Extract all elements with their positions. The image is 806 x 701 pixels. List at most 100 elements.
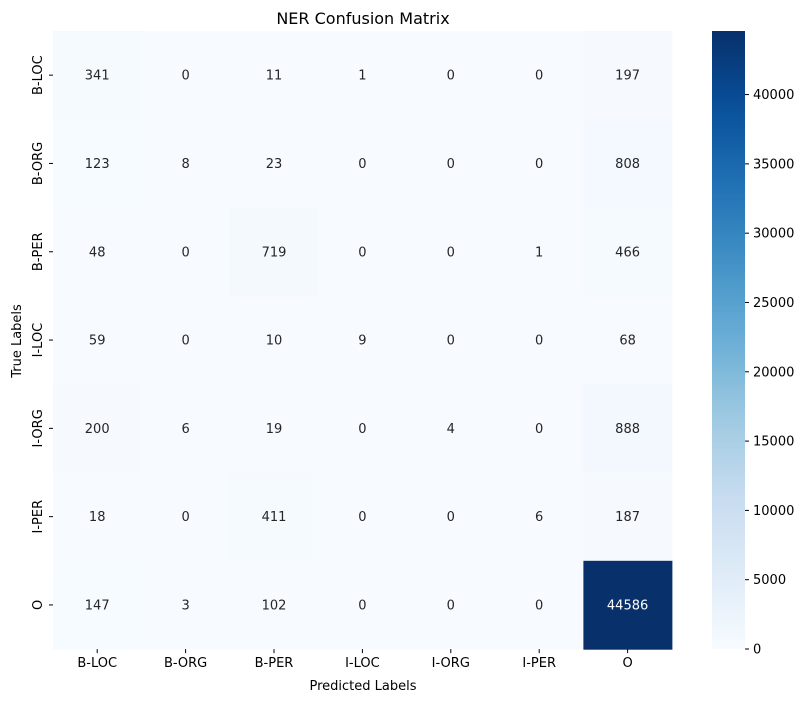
- cell-value-label: 0: [535, 69, 543, 84]
- x-tick-label: B-ORG: [164, 656, 207, 671]
- heatmap-cell: [53, 295, 142, 385]
- heatmap-cell: [53, 207, 142, 297]
- cell-value-label: 0: [447, 157, 455, 172]
- cell-value-label: 0: [181, 334, 189, 349]
- heatmap-cells: [53, 31, 673, 650]
- heatmap-cell: [318, 472, 408, 562]
- cell-value-label: 123: [85, 157, 110, 172]
- colorbar-tick-label: 25000: [753, 296, 794, 311]
- heatmap-cell: [53, 472, 142, 562]
- heatmap-cell: [229, 472, 319, 562]
- heatmap-cell: [141, 119, 231, 209]
- cell-value-label: 1: [358, 69, 366, 84]
- heatmap-cell: [495, 295, 584, 385]
- heatmap-cell: [141, 472, 231, 562]
- colorbar-tick-label: 30000: [753, 227, 794, 242]
- cell-value-label: 0: [358, 422, 366, 437]
- cell-value-label: 0: [358, 510, 366, 525]
- heatmap-cell: [141, 207, 231, 297]
- cell-value-label: 68: [619, 334, 636, 349]
- cell-value-label: 0: [181, 510, 189, 525]
- cell-value-label: 411: [262, 510, 287, 525]
- cell-value-label: 48: [89, 245, 106, 260]
- heatmap-cell: [53, 31, 142, 120]
- cell-value-label: 341: [85, 69, 110, 84]
- cell-value-label: 200: [85, 422, 110, 437]
- chart-title: NER Confusion Matrix: [276, 9, 449, 28]
- cell-value-label: 9: [358, 334, 366, 349]
- heatmap-cell: [318, 384, 408, 474]
- x-tick-label: I-LOC: [345, 656, 380, 671]
- x-tick-label: I-PER: [522, 656, 556, 671]
- colorbar-tick-label: 5000: [753, 573, 786, 588]
- heatmap-cell: [406, 472, 496, 562]
- cell-value-label: 44586: [607, 598, 648, 613]
- heatmap-cell: [53, 119, 142, 209]
- cell-value-label: 147: [85, 598, 110, 613]
- heatmap-cell: [318, 207, 408, 297]
- cell-value-label: 0: [535, 422, 543, 437]
- heatmap-cell: [53, 384, 142, 474]
- colorbar-tick-label: 15000: [753, 435, 794, 450]
- heatmap-cell: [406, 31, 496, 120]
- heatmap-cell: [318, 119, 408, 209]
- cell-value-label: 19: [266, 422, 283, 437]
- cell-value-label: 0: [535, 598, 543, 613]
- cell-value-label: 0: [447, 334, 455, 349]
- colorbar-tick-label: 0: [753, 643, 761, 658]
- cell-value-label: 102: [262, 598, 287, 613]
- colorbar-tick-label: 10000: [753, 504, 794, 519]
- heatmap-cell: [406, 295, 496, 385]
- y-tick-label: B-ORG: [31, 142, 46, 185]
- cell-value-label: 3: [181, 598, 189, 613]
- heatmap-cell: [583, 119, 673, 209]
- y-tick-label: I-LOC: [31, 323, 46, 358]
- heatmap-cell: [495, 384, 584, 474]
- heatmap-cell: [495, 472, 584, 562]
- cell-value-label: 888: [615, 422, 640, 437]
- heatmap-cell: [53, 560, 142, 650]
- heatmap-cell: [495, 119, 584, 209]
- cell-value-label: 18: [89, 510, 106, 525]
- heatmap-cell: [141, 295, 231, 385]
- heatmap-cell: [495, 31, 584, 120]
- cell-value-label: 466: [615, 245, 640, 260]
- y-tick-label: I-PER: [31, 500, 46, 534]
- cell-value-label: 0: [535, 157, 543, 172]
- cell-value-label: 0: [535, 334, 543, 349]
- y-axis-label: True Labels: [10, 304, 25, 379]
- cell-value-label: 0: [358, 245, 366, 260]
- heatmap-cell: [406, 207, 496, 297]
- y-tick-label: I-ORG: [31, 409, 46, 447]
- x-tick-label: B-PER: [255, 656, 294, 671]
- cell-value-label: 197: [615, 69, 640, 84]
- colorbar-gradient: [712, 31, 745, 649]
- heatmap-cell: [229, 295, 319, 385]
- heatmap-cell: [495, 207, 584, 297]
- colorbar: 0 5000 10000 15000 20000 25000 30000 35000 40000: [712, 31, 794, 658]
- cell-value-label: 0: [447, 510, 455, 525]
- cell-value-label: 0: [358, 157, 366, 172]
- cell-value-label: 6: [181, 422, 189, 437]
- heatmap-cell: [583, 472, 673, 562]
- heatmap-cell: [583, 31, 673, 120]
- cell-value-label: 0: [181, 245, 189, 260]
- heatmap-cell: [229, 384, 319, 474]
- heatmap-cell: [583, 207, 673, 297]
- heatmap-cell: [229, 31, 319, 120]
- x-axis-ticks: B-LOC B-ORG B-PER I-LOC I-ORG I-PER O: [77, 649, 633, 671]
- cell-value-label: 0: [447, 598, 455, 613]
- y-tick-label: O: [31, 600, 46, 610]
- heatmap-cell: [583, 560, 673, 650]
- cell-value-label: 187: [615, 510, 640, 525]
- heatmap-cell: [229, 560, 319, 650]
- heatmap-cell: [141, 560, 231, 650]
- heatmap-cell: [406, 119, 496, 209]
- cell-value-label: 0: [447, 69, 455, 84]
- heatmap-cell: [318, 31, 408, 120]
- cell-value-label: 0: [358, 598, 366, 613]
- heatmap-cell: [406, 560, 496, 650]
- heatmap-cell: [318, 560, 408, 650]
- heatmap-cell: [229, 207, 319, 297]
